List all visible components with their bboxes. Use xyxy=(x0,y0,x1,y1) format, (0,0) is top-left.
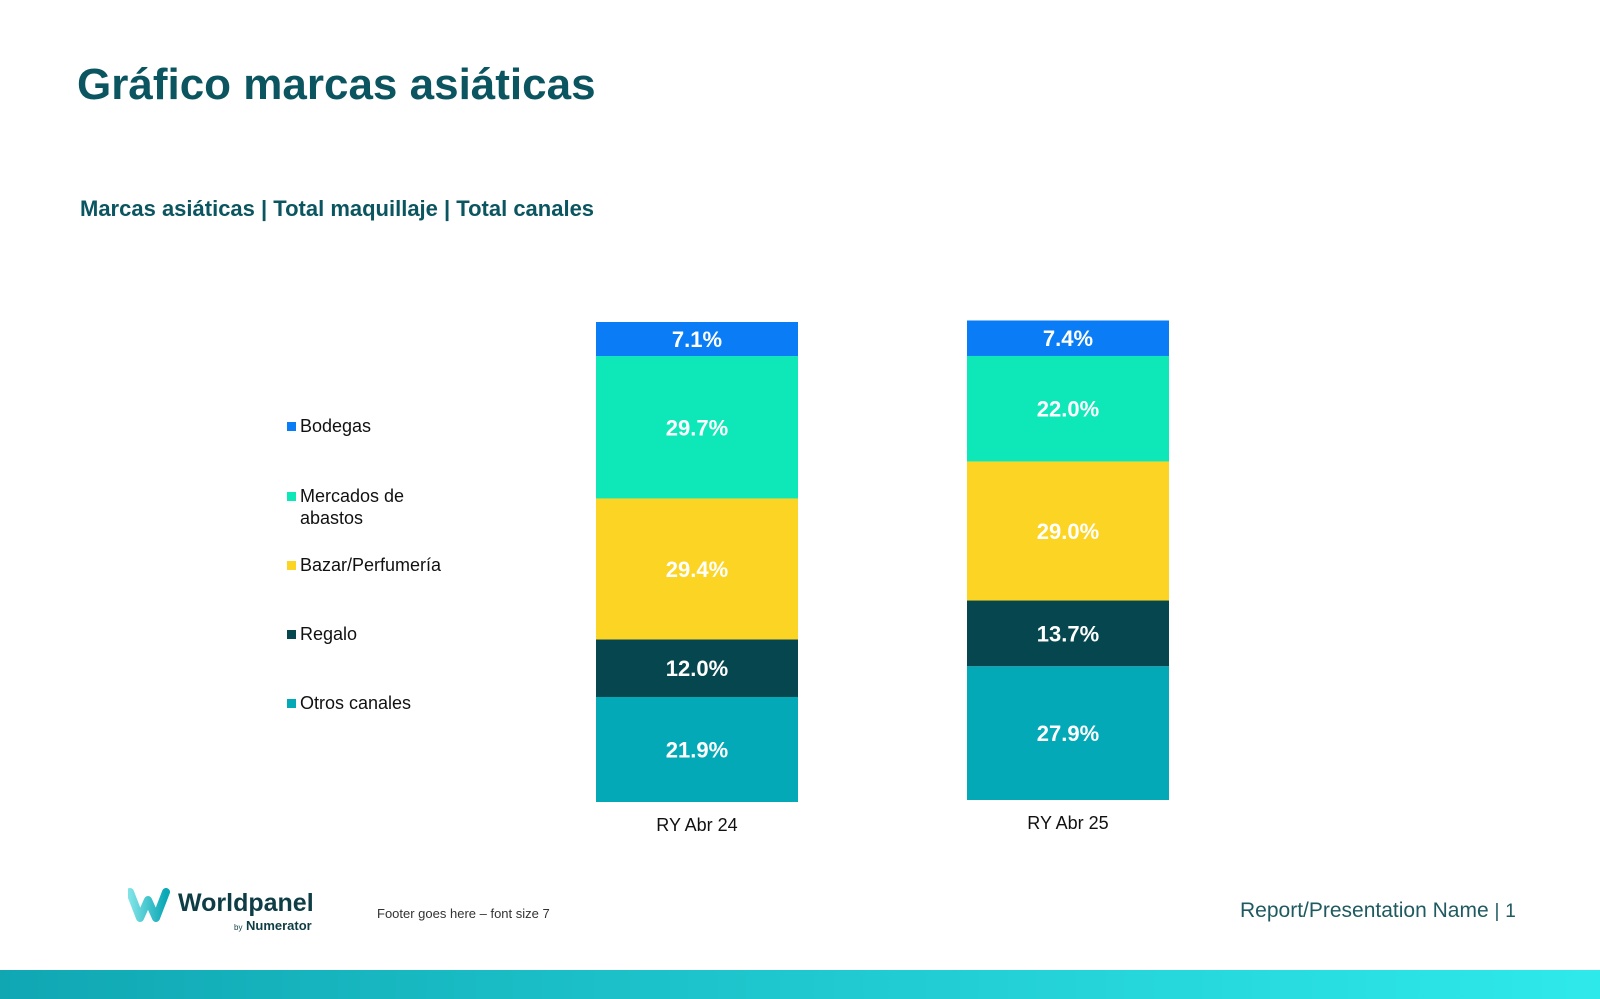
data-label: 29.0% xyxy=(1037,519,1099,544)
page-number: 1 xyxy=(1505,901,1516,922)
legend-item: Otros canales xyxy=(287,692,467,714)
worldpanel-logo: Worldpanel by Numerator xyxy=(126,888,328,943)
stacked-bar-chart: 21.9% 12.0% 29.4% 29.7% 7.1% RY Abr 24 27.9% 13… xyxy=(596,320,1169,835)
legend-swatch xyxy=(287,422,296,431)
legend-label: Bazar/Perfumería xyxy=(300,555,442,575)
data-label: 21.9% xyxy=(666,737,728,762)
bar-segment xyxy=(596,356,798,499)
footer-band xyxy=(0,970,1600,999)
legend-label: Regalo xyxy=(300,624,358,644)
data-label: 29.4% xyxy=(666,557,728,582)
legend-swatch xyxy=(287,492,296,501)
data-label: 7.4% xyxy=(1043,326,1093,351)
legend-swatch xyxy=(287,699,296,708)
legend-label: Otros canales xyxy=(300,693,412,713)
separator: | xyxy=(1494,901,1500,922)
bar-segment xyxy=(967,355,1169,462)
bar-segment xyxy=(967,600,1169,667)
data-label: 27.9% xyxy=(1037,721,1099,746)
page-title: Gráfico marcas asiáticas xyxy=(77,60,596,109)
legend-label: Mercados de abastos xyxy=(300,486,405,528)
report-name: Report/Presentation Name xyxy=(1240,899,1489,922)
legend-item: Bazar/Perfumería xyxy=(287,554,467,576)
bar-segment xyxy=(596,498,798,640)
bar-segment xyxy=(967,320,1169,356)
bar-segment xyxy=(596,322,798,357)
bar-segment xyxy=(596,696,798,802)
bar-segment xyxy=(967,666,1169,800)
data-label: 29.7% xyxy=(666,415,728,440)
footer-note: Footer goes here – font size 7 xyxy=(377,906,550,921)
legend-swatch xyxy=(287,630,296,639)
footer-report-name: Report/Presentation Name | 1 xyxy=(1240,899,1516,923)
svg-text:Numerator: Numerator xyxy=(246,918,312,933)
x-tick-label: RY Abr 24 xyxy=(656,815,737,835)
legend-swatch xyxy=(287,561,296,570)
svg-text:by: by xyxy=(234,923,242,932)
data-label: 7.1% xyxy=(672,327,722,352)
chart-subtitle: Marcas asiáticas | Total maquillaje | To… xyxy=(80,196,595,221)
legend-item: Bodegas xyxy=(287,415,467,437)
x-tick-label: RY Abr 25 xyxy=(1027,813,1108,833)
legend-item: Mercados de abastos xyxy=(287,485,467,529)
data-label: 22.0% xyxy=(1037,397,1099,422)
bar-segment xyxy=(596,639,798,697)
legend-item: Regalo xyxy=(287,623,467,645)
legend-label: Bodegas xyxy=(300,416,372,436)
data-label: 12.0% xyxy=(666,656,728,681)
data-label: 13.7% xyxy=(1037,621,1099,646)
svg-text:Worldpanel: Worldpanel xyxy=(178,889,314,917)
bar-segment xyxy=(967,461,1169,601)
